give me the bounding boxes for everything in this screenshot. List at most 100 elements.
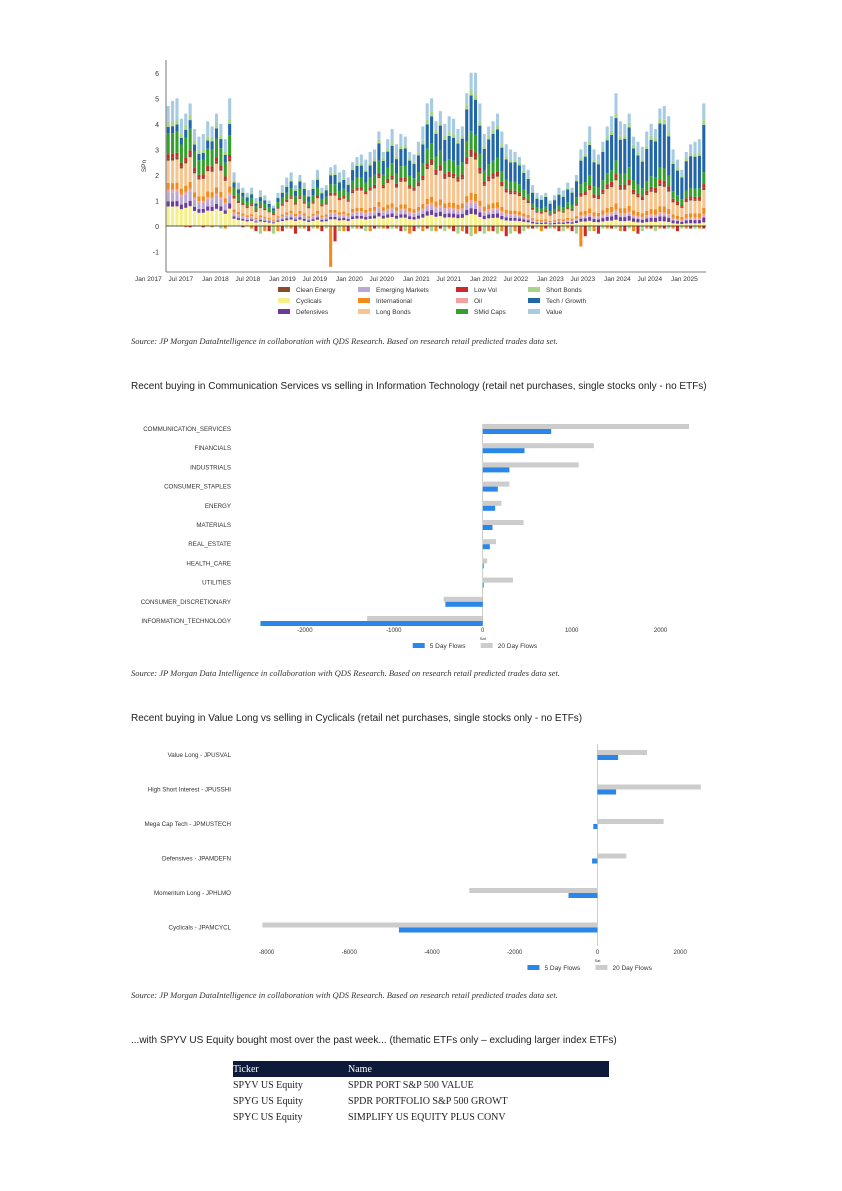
bar-segment (544, 210, 548, 212)
legend-label: SMid Caps (474, 309, 507, 316)
bar-segment (197, 212, 201, 227)
x-tick-label: 2000 (674, 950, 688, 956)
bar-segment (596, 219, 600, 223)
bar-segment (614, 93, 618, 114)
bar-segment (368, 211, 372, 213)
bar-segment (684, 161, 688, 191)
bar-segment (193, 140, 197, 145)
bar-segment (574, 204, 579, 206)
bar-segment (627, 185, 631, 206)
bar-segment (315, 219, 319, 227)
bar-segment-negative (693, 226, 697, 229)
bar-segment (381, 174, 385, 185)
bar-segment (539, 222, 543, 225)
bar-segment (416, 182, 420, 185)
bar-segment (636, 217, 640, 220)
bar-segment (416, 215, 420, 219)
bar-segment (298, 198, 302, 211)
bar-segment (228, 135, 232, 155)
bar-segment (557, 222, 561, 224)
bar-segment-negative (553, 226, 557, 229)
legend-swatch (480, 643, 493, 648)
bar-segment (500, 181, 504, 185)
bar-segment (258, 215, 262, 218)
bar-segment-negative (570, 226, 574, 232)
bar-segment (553, 212, 557, 214)
bar-segment (689, 218, 693, 220)
bar-segment (452, 133, 456, 138)
bar-segment (223, 162, 227, 177)
bar-segment (623, 189, 627, 209)
bar-segment (276, 208, 280, 217)
bar-segment (403, 208, 407, 211)
bar-segment (465, 196, 469, 203)
bar-segment (487, 135, 491, 140)
bar-segment (544, 212, 548, 220)
bar-segment-negative (408, 226, 412, 234)
category-label: High Short Interest - JPUSSHI (148, 787, 231, 794)
bar-segment (640, 158, 644, 162)
bar-segment (364, 191, 368, 193)
bar-segment (250, 192, 254, 195)
bar-segment (495, 157, 499, 172)
bar-segment (684, 223, 688, 227)
bar-segment (596, 164, 600, 188)
bar-segment (610, 212, 614, 215)
bar-segment (390, 179, 394, 204)
bar-segment (193, 168, 197, 172)
bar-segment (566, 209, 570, 218)
bar-segment-negative (285, 226, 289, 229)
bar-segment-negative (430, 226, 434, 232)
bar-segment (447, 135, 451, 160)
bar-segment (566, 187, 570, 190)
bar-segment-negative (250, 226, 254, 229)
bar-segment-negative (649, 226, 653, 229)
bar-segment (298, 214, 302, 218)
bar-segment (627, 211, 631, 214)
bar-segment (373, 149, 377, 159)
bar-segment (254, 197, 258, 203)
bar-segment (355, 190, 359, 208)
bar-segment-negative (517, 226, 521, 234)
bar-segment (166, 126, 170, 134)
bar-segment (667, 217, 671, 222)
bar-segment (307, 208, 311, 217)
bar-segment (293, 185, 298, 190)
bar-segment (447, 171, 451, 175)
bar-segment (425, 204, 429, 207)
bar-segment (438, 170, 442, 200)
x-tick-label: Jul 2022 (504, 276, 529, 283)
bar-segment (605, 136, 609, 141)
bar-segment (535, 223, 539, 227)
bar-segment (263, 218, 267, 221)
bar-segment (355, 157, 359, 164)
bar-segment (390, 209, 394, 214)
bar-segment (386, 217, 390, 227)
bar-segment-negative (201, 226, 205, 228)
bar-segment (342, 179, 346, 189)
bar-segment (544, 196, 548, 207)
bar-segment (399, 134, 403, 146)
bar-segment (465, 109, 469, 141)
bar-segment (184, 157, 188, 161)
bar-segment (232, 195, 236, 198)
bar-segment (487, 211, 491, 215)
bar-segment (364, 159, 368, 170)
bar-segment (653, 217, 658, 222)
legend-swatch (412, 643, 425, 648)
bar-segment (390, 142, 394, 146)
bar-segment (632, 192, 636, 195)
bar-segment (653, 221, 658, 227)
bar-segment (408, 213, 412, 217)
bar-segment (377, 208, 381, 213)
bar-segment (583, 182, 587, 192)
bar-segment (412, 216, 416, 220)
bar-segment (285, 202, 289, 213)
legend-label: Value (546, 309, 563, 316)
bar-segment (315, 187, 319, 196)
bar-segment (623, 208, 627, 214)
bar-segment (381, 157, 385, 161)
bar-segment (544, 206, 548, 211)
bar-segment (223, 204, 227, 211)
bar-segment (487, 204, 491, 210)
